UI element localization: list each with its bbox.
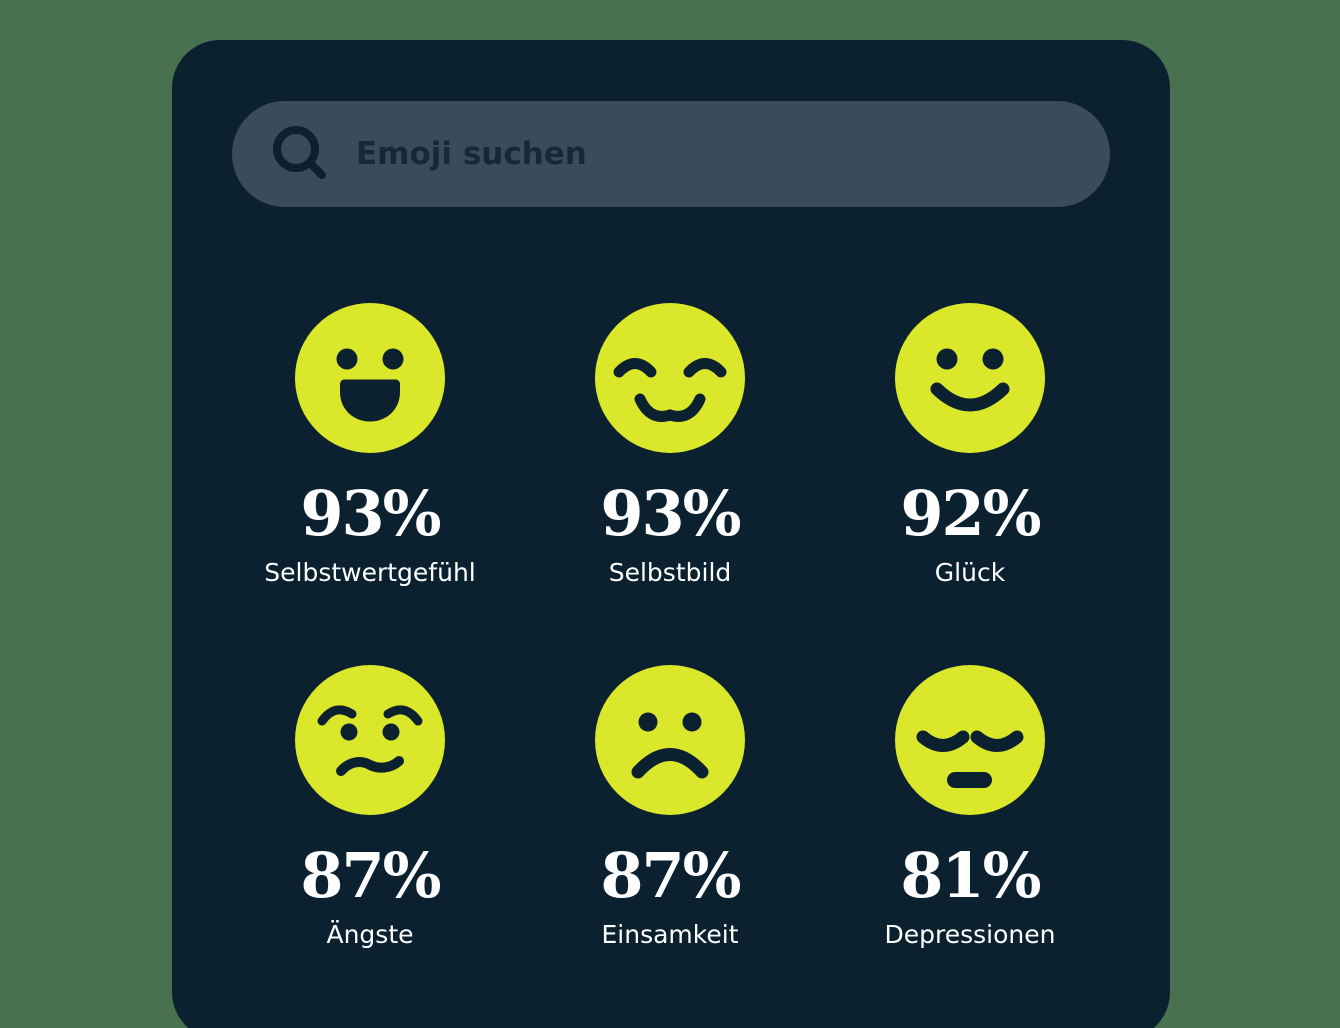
stat-cell-glueck[interactable]: 92% Glück <box>820 303 1120 587</box>
stat-cell-aengste[interactable]: 87% Ängste <box>220 664 520 949</box>
grinning-face-icon <box>295 303 445 453</box>
emoji-panel: 93% Selbstwertgefühl 93% Selbstbild 92% … <box>172 40 1170 1028</box>
stat-label: Einsamkeit <box>601 919 739 949</box>
stat-label: Glück <box>934 558 1006 587</box>
search-bar <box>232 101 1110 207</box>
stat-value: 93% <box>600 477 741 550</box>
stat-value: 81% <box>900 838 1041 912</box>
stat-label: Depressionen <box>884 919 1056 949</box>
magnifier-icon <box>273 126 326 179</box>
stat-cell-depressionen[interactable]: 81% Depressionen <box>820 664 1120 949</box>
stat-label: Selbstwertgefühl <box>264 558 476 587</box>
stat-value: 87% <box>600 838 741 912</box>
stat-label: Ängste <box>326 919 414 949</box>
stat-label: Selbstbild <box>608 558 732 587</box>
stat-cell-selbstwertgefuehl[interactable]: 93% Selbstwertgefühl <box>220 303 520 587</box>
sleepy-face-icon <box>895 664 1045 815</box>
stat-cell-selbstbild[interactable]: 93% Selbstbild <box>520 303 820 587</box>
smiling-face-closed-eyes-icon <box>595 303 745 453</box>
stat-value: 87% <box>300 838 441 912</box>
worried-face-icon <box>295 664 445 815</box>
stat-value: 92% <box>900 477 1041 550</box>
stat-value: 93% <box>300 477 441 550</box>
stat-cell-einsamkeit[interactable]: 87% Einsamkeit <box>520 664 820 949</box>
slightly-smiling-face-icon <box>895 303 1045 453</box>
search-input[interactable] <box>356 136 1036 172</box>
emoji-stats-grid: 93% Selbstwertgefühl 93% Selbstbild 92% … <box>220 303 1120 948</box>
frowning-face-icon <box>595 664 745 815</box>
